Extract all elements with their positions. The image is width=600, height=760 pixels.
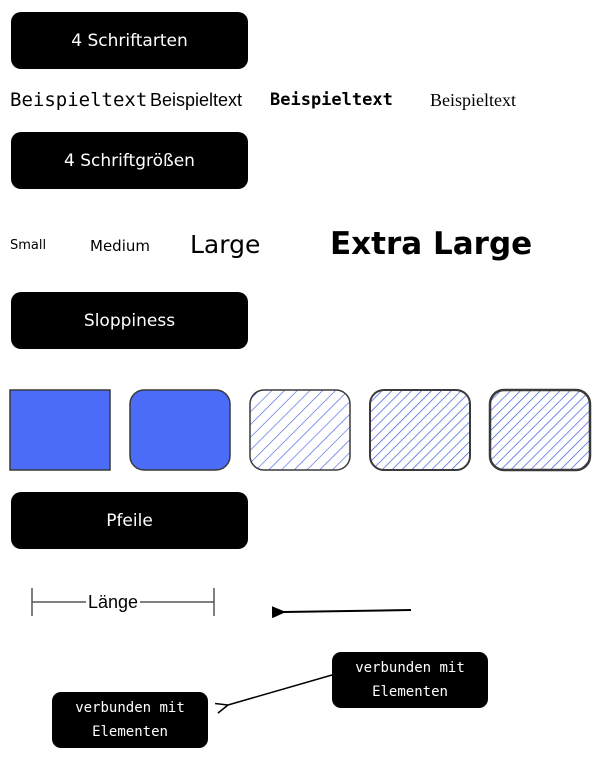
size-sample-small: Small: [10, 238, 47, 253]
section-fonts-header: 4 Schriftarten: [11, 12, 248, 69]
size-sample-large: Large: [190, 230, 261, 259]
size-sample-extra-large: Extra Large: [330, 226, 533, 262]
font-sample-handwritten: Beispieltext: [10, 89, 148, 111]
shape-rounded-hatched: [249, 389, 351, 471]
shape-rounded-filled: [129, 389, 231, 471]
section-sizes-title: 4 Schriftgrößen: [64, 150, 195, 171]
size-sample-medium: Medium: [90, 237, 150, 255]
font-sample-serif: Beispieltext: [430, 90, 516, 110]
font-sample-mono: Beispieltext: [270, 90, 393, 110]
callout-connected-right: verbunden mit Elementen: [332, 652, 488, 708]
section-sloppiness-title: Sloppiness: [83, 310, 176, 331]
section-sloppiness-header: Sloppiness: [11, 292, 248, 349]
callout-left-line2: Elementen: [92, 724, 168, 740]
shape-rounded-hatched-dense: [369, 389, 471, 471]
arrow-standalone: [271, 606, 412, 619]
shape-rounded-hatched-sloppy: [488, 388, 592, 472]
callout-right-line2: Elementen: [372, 684, 448, 700]
shape-sharp-square: [9, 389, 111, 471]
callout-left-line1: verbunden mit: [75, 700, 185, 716]
arrow-connected: [228, 674, 333, 705]
font-sample-sans: Beispieltext: [150, 90, 243, 110]
section-arrows-header: Pfeile: [11, 492, 248, 549]
callout-connected-left: verbunden mit Elementen: [52, 692, 208, 748]
callout-right-line1: verbunden mit: [355, 660, 465, 676]
section-sizes-header: 4 Schriftgrößen: [11, 132, 248, 189]
section-fonts-title: 4 Schriftarten: [71, 30, 188, 51]
section-arrows-title: Pfeile: [106, 510, 153, 531]
length-label: Länge: [86, 592, 141, 613]
